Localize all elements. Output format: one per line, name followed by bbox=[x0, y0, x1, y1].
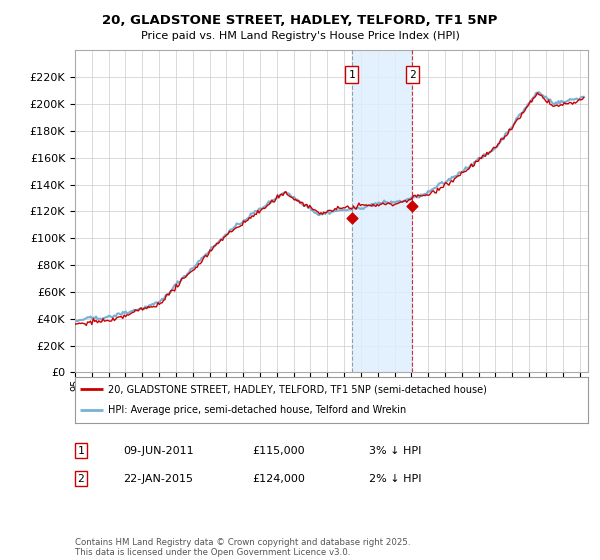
Text: Price paid vs. HM Land Registry's House Price Index (HPI): Price paid vs. HM Land Registry's House … bbox=[140, 31, 460, 41]
Point bbox=[347, 213, 356, 222]
Text: £124,000: £124,000 bbox=[252, 474, 305, 484]
Text: 2: 2 bbox=[77, 474, 85, 484]
Text: 2% ↓ HPI: 2% ↓ HPI bbox=[369, 474, 421, 484]
Text: 20, GLADSTONE STREET, HADLEY, TELFORD, TF1 5NP (semi-detached house): 20, GLADSTONE STREET, HADLEY, TELFORD, T… bbox=[109, 384, 487, 394]
Text: Contains HM Land Registry data © Crown copyright and database right 2025.
This d: Contains HM Land Registry data © Crown c… bbox=[75, 538, 410, 557]
Text: 1: 1 bbox=[77, 446, 85, 456]
Text: 09-JUN-2011: 09-JUN-2011 bbox=[123, 446, 194, 456]
Text: 2: 2 bbox=[409, 69, 416, 80]
Text: HPI: Average price, semi-detached house, Telford and Wrekin: HPI: Average price, semi-detached house,… bbox=[109, 405, 407, 415]
Text: 22-JAN-2015: 22-JAN-2015 bbox=[123, 474, 193, 484]
Bar bbox=[352, 50, 412, 372]
Point bbox=[407, 202, 417, 211]
Text: 1: 1 bbox=[349, 69, 355, 80]
Text: £115,000: £115,000 bbox=[252, 446, 305, 456]
Text: 20, GLADSTONE STREET, HADLEY, TELFORD, TF1 5NP: 20, GLADSTONE STREET, HADLEY, TELFORD, T… bbox=[103, 14, 497, 27]
Text: 3% ↓ HPI: 3% ↓ HPI bbox=[369, 446, 421, 456]
